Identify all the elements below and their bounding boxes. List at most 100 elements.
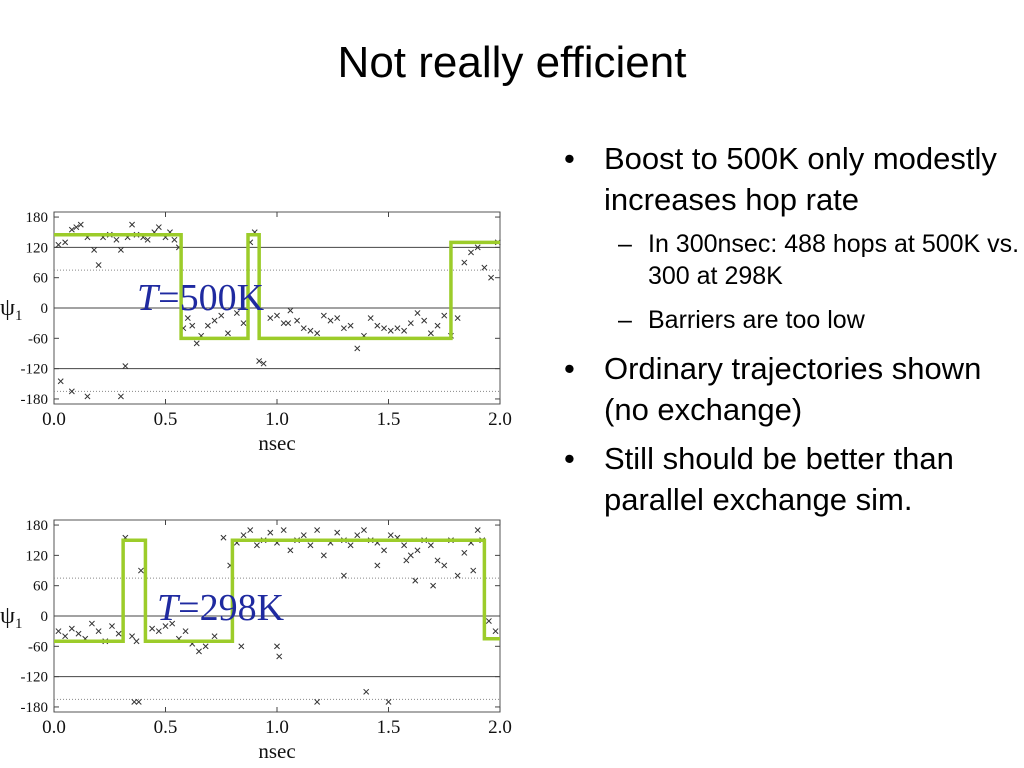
bullet-text: Still should be better than parallel exc… [604, 441, 954, 517]
data-point [75, 630, 82, 637]
data-point [62, 633, 69, 640]
data-point [314, 330, 321, 337]
data-point [260, 360, 267, 367]
bullet-dot: • [564, 141, 575, 176]
data-point-stroke [385, 698, 392, 705]
y-tick-label: 0 [41, 609, 49, 625]
data-point [91, 246, 98, 253]
data-point [427, 542, 434, 549]
data-point [267, 529, 274, 536]
data-point [492, 628, 499, 635]
data-point [211, 317, 218, 324]
data-point-stroke [202, 643, 209, 650]
data-point [401, 542, 408, 549]
data-point [276, 653, 283, 660]
data-point-stroke [347, 322, 354, 329]
y-tick-label: 180 [26, 210, 49, 226]
data-point-stroke [75, 630, 82, 637]
data-point-stroke [204, 322, 211, 329]
data-point [274, 643, 280, 650]
data-point-stroke [247, 527, 254, 534]
bullet-item: • Still should be better than parallel e… [562, 438, 1022, 520]
y-tick-label: 60 [33, 271, 48, 287]
data-point-stroke [320, 552, 327, 559]
data-point [95, 262, 102, 269]
data-point-stroke [135, 698, 142, 705]
data-point-stroke [403, 557, 410, 564]
data-point-stroke [267, 529, 274, 536]
data-point-stroke [347, 542, 354, 549]
data-point [461, 259, 468, 266]
data-point [171, 236, 178, 243]
temperature-var: T [157, 587, 179, 629]
data-point-stroke [414, 547, 421, 554]
data-point-stroke [233, 310, 240, 317]
data-point-stroke [334, 529, 341, 536]
data-point-stroke [68, 388, 75, 395]
data-point-stroke [441, 562, 448, 569]
data-point [434, 557, 441, 564]
data-point-stroke [260, 360, 267, 367]
data-point-stroke [300, 532, 307, 539]
data-point [122, 363, 129, 370]
data-point-stroke [414, 310, 421, 317]
data-point [354, 345, 361, 352]
data-point [340, 572, 347, 579]
data-point-stroke [238, 643, 245, 650]
data-point [55, 628, 62, 635]
data-point [387, 532, 394, 539]
x-tick-label: 1.0 [265, 717, 289, 738]
sub-bullet-text: Barriers are too low [648, 306, 865, 334]
data-point-stroke [474, 244, 481, 251]
sub-bullet-list: – In 300nsec: 488 hops at 500K vs. 300 a… [604, 228, 1022, 336]
bullet-item: • Ordinary trajectories shown (no exchan… [562, 348, 1022, 430]
data-point [414, 547, 421, 554]
data-point-stroke [129, 221, 136, 228]
x-tick-label: 2.0 [488, 409, 512, 430]
data-point [340, 325, 347, 332]
data-point-stroke [412, 577, 419, 584]
data-point [55, 241, 62, 248]
data-point-stroke [195, 648, 202, 655]
data-point-stroke [220, 534, 227, 541]
data-point-stroke [300, 325, 307, 332]
data-point [247, 527, 254, 534]
data-point [238, 643, 245, 650]
y-tick-label: 120 [26, 548, 49, 564]
x-axis-label: nsec [258, 739, 295, 763]
data-point [300, 325, 307, 332]
data-point-stroke [407, 552, 414, 559]
data-point [115, 630, 122, 637]
bullet-dot: • [564, 351, 575, 386]
data-point [461, 549, 468, 556]
data-point-stroke [461, 549, 468, 556]
data-point [470, 567, 477, 574]
data-point-stroke [488, 274, 495, 281]
data-point [320, 312, 327, 319]
y-axis-label: ψ [0, 603, 15, 629]
data-point [407, 320, 414, 327]
data-point [109, 623, 115, 630]
x-tick-label: 0.5 [154, 717, 178, 738]
data-point [403, 557, 410, 564]
data-point [189, 322, 196, 329]
data-point-stroke [468, 249, 474, 256]
y-tick-label: 0 [41, 301, 49, 317]
data-point-stroke [55, 628, 62, 635]
data-point [138, 567, 144, 574]
data-point [474, 244, 481, 251]
data-point [385, 698, 392, 705]
data-point-stroke [155, 628, 162, 635]
data-point-stroke [77, 221, 84, 228]
data-point-stroke [314, 527, 321, 534]
data-point-stroke [374, 562, 381, 569]
data-point-stroke [454, 572, 461, 579]
data-point-stroke [95, 628, 102, 635]
data-point-stroke [334, 315, 341, 322]
data-point-stroke [84, 393, 91, 400]
data-point-stroke [485, 618, 492, 625]
data-point-stroke [427, 542, 434, 549]
data-point-stroke [267, 315, 274, 322]
data-point [280, 320, 287, 327]
